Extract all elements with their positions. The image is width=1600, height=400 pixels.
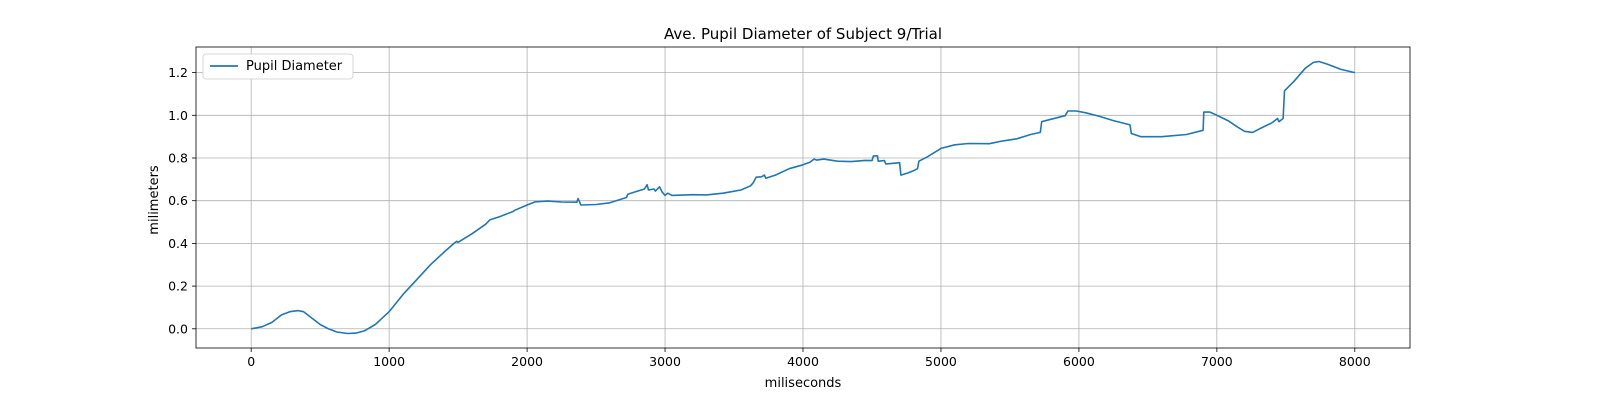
x-tick-label: 8000 (1339, 354, 1371, 369)
y-tick-label: 0.8 (168, 151, 188, 166)
y-axis-label: milimeters (147, 165, 162, 235)
y-tick-label: 1.0 (168, 108, 188, 123)
x-tick-label: 3000 (649, 354, 681, 369)
y-ticks: 0.0 0.2 0.4 0.6 0.8 1.0 1.2 (168, 65, 196, 336)
series-line-pupil-diameter (251, 60, 1355, 335)
legend: Pupil Diameter (202, 53, 354, 80)
x-ticks: 0 1000 2000 3000 4000 5000 6000 7000 8000 (247, 348, 1371, 369)
x-tick-label: 2000 (511, 354, 543, 369)
plot-frame (195, 46, 1411, 349)
x-tick-label: 6000 (1063, 354, 1095, 369)
y-tick-label: 0.2 (168, 279, 188, 294)
grid (196, 47, 1410, 348)
y-tick-label: 0.0 (168, 321, 188, 336)
x-tick-label: 0 (247, 354, 255, 369)
x-tick-label: 4000 (787, 354, 819, 369)
y-tick-label: 0.4 (168, 236, 188, 251)
x-axis-label: miliseconds (765, 376, 842, 391)
legend-label: Pupil Diameter (246, 59, 343, 74)
x-tick-label: 5000 (925, 354, 957, 369)
x-tick-label: 1000 (373, 354, 405, 369)
x-tick-label: 7000 (1201, 354, 1233, 369)
chart-title: Ave. Pupil Diameter of Subject 9/Trial (664, 25, 942, 43)
legend-box (202, 53, 354, 80)
y-tick-label: 0.6 (168, 193, 188, 208)
y-tick-label: 1.2 (168, 65, 188, 80)
